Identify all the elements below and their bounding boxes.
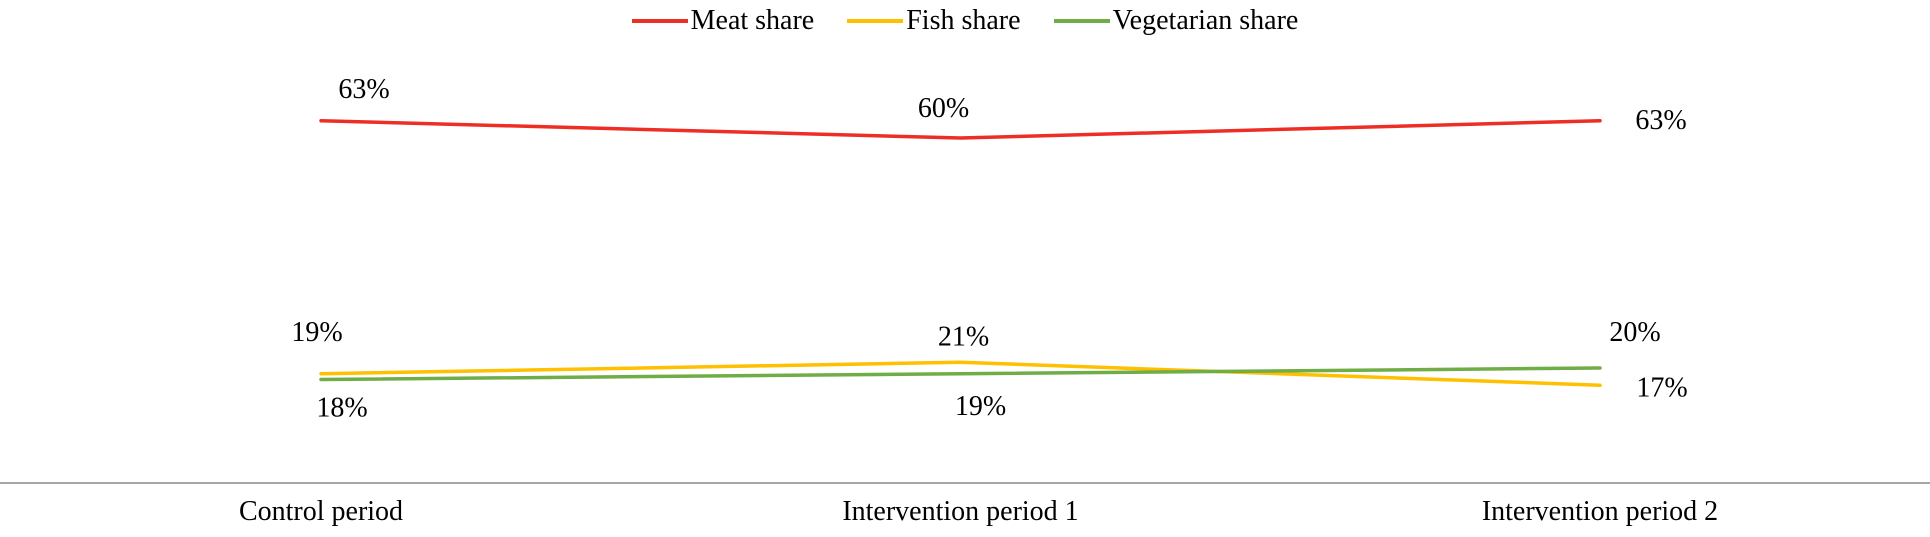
data-label-fish-share-0: 19% [291, 317, 342, 348]
x-axis-label-intervention-period-1: Intervention period 1 [842, 496, 1078, 527]
legend-line-swatch-vegetarian-share [1053, 19, 1110, 23]
legend-item-vegetarian-share: Vegetarian share [1053, 4, 1299, 38]
series-line-meat-share [319, 119, 1602, 140]
legend-item-fish-share: Fish share [847, 4, 1021, 38]
x-axis-label-intervention-period-2: Intervention period 2 [1482, 496, 1718, 527]
data-label-fish-share-1: 21% [938, 321, 989, 352]
series-line-vegetarian-share [319, 366, 1602, 382]
series-line-fish-share [319, 360, 1602, 387]
data-label-vegetarian-share-0: 18% [316, 393, 367, 424]
data-label-meat-share-2: 63% [1635, 105, 1686, 136]
x-axis-label-control-period: Control period [239, 496, 403, 527]
data-label-meat-share-1: 60% [918, 93, 969, 124]
chart-legend: Meat share Fish share Vegetarian share [0, 4, 1930, 38]
legend-line-swatch-meat-share [631, 19, 688, 23]
legend-label-vegetarian-share: Vegetarian share [1112, 5, 1299, 36]
data-label-meat-share-0: 63% [338, 74, 389, 105]
legend-label-meat-share: Meat share [690, 5, 815, 36]
data-label-vegetarian-share-2: 20% [1609, 317, 1660, 348]
data-label-vegetarian-share-1: 19% [955, 391, 1006, 422]
legend-item-meat-share: Meat share [631, 4, 815, 38]
legend-label-fish-share: Fish share [906, 5, 1021, 36]
data-label-fish-share-2: 17% [1636, 372, 1687, 403]
legend-line-swatch-fish-share [847, 19, 904, 23]
